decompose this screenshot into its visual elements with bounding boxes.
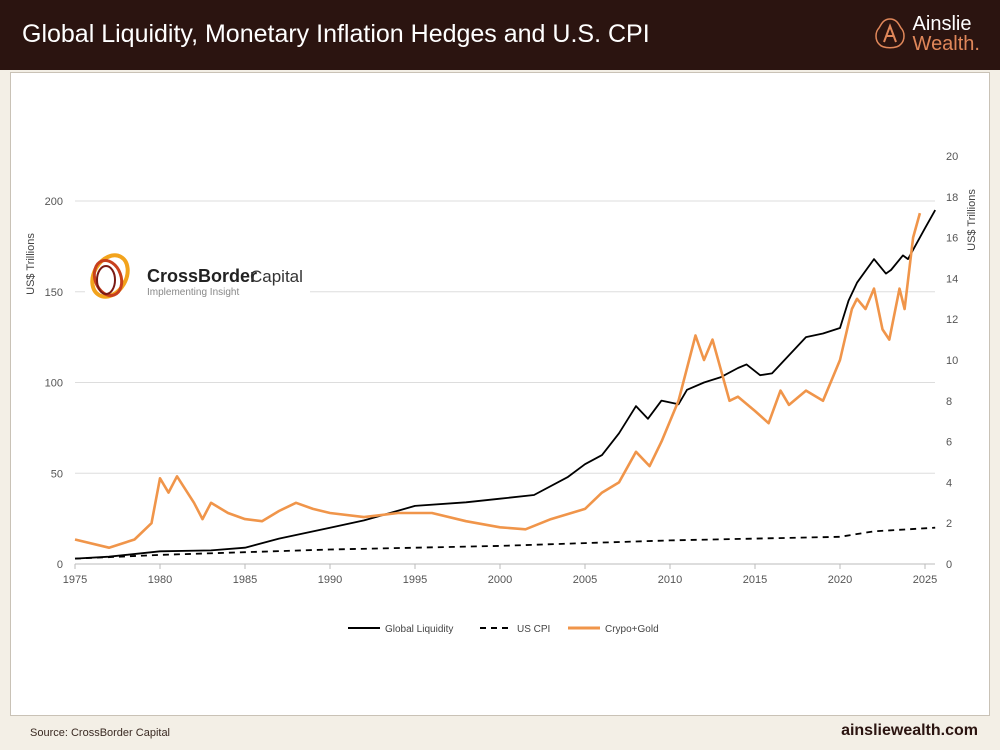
x-tick-label: 2005 [573, 574, 597, 586]
logo-tagline: Implementing Insight [147, 287, 239, 298]
x-tick-label: 1980 [148, 574, 172, 586]
y-tick-right: 20 [946, 151, 958, 163]
y-tick-right: 18 [946, 192, 958, 204]
brand-line1: Ainslie [912, 13, 972, 35]
x-tick-label: 1995 [403, 574, 427, 586]
x-tick-label: 2020 [828, 574, 852, 586]
series-line-crypo-gold [74, 212, 922, 550]
y-tick-right: 10 [946, 355, 958, 367]
y-tick-right: 4 [946, 477, 952, 489]
y-tick-right: 12 [946, 314, 958, 326]
x-tick-label: 1990 [318, 574, 342, 586]
y-axis-label-left: US$ Trillions [25, 233, 37, 295]
header: Global Liquidity, Monetary Inflation Hed… [0, 0, 1000, 70]
y-tick-right: 14 [946, 273, 958, 285]
x-tick-label: 1975 [63, 574, 87, 586]
page-title: Global Liquidity, Monetary Inflation Hed… [22, 20, 650, 48]
legend-label-cpi: US CPI [517, 624, 550, 635]
ainslie-wealth-logo: Ainslie Wealth. [873, 14, 980, 54]
y-axis-label-right: US$ Trillions [966, 189, 978, 251]
x-tick-label: 2010 [658, 574, 682, 586]
series-line-global-liquidity [74, 209, 936, 560]
website-link[interactable]: ainsliewealth.com [841, 722, 978, 739]
y-tick-left: 100 [45, 378, 63, 390]
ainslie-logo-icon [874, 18, 905, 49]
legend-label-crypto-gold: Crypo+Gold [605, 624, 659, 635]
y-tick-left: 200 [45, 196, 63, 208]
brand-line2: Wealth. [912, 33, 980, 55]
legend: Global Liquidity US CPI Crypo+Gold [348, 624, 659, 635]
x-tick-label: 2000 [488, 574, 512, 586]
y-tick-right: 6 [946, 437, 952, 449]
x-tick-label: 2015 [743, 574, 767, 586]
logo-name-light: Capital [250, 267, 303, 286]
source-note: Source: CrossBorder Capital [30, 727, 171, 739]
y-tick-left: 150 [45, 287, 63, 299]
y-tick-right: 16 [946, 233, 958, 245]
y-tick-left: 50 [51, 468, 63, 480]
y-tick-left: 0 [57, 559, 63, 571]
y-tick-right: 0 [946, 559, 952, 571]
y-tick-right: 2 [946, 518, 952, 530]
x-tick-label: 2025 [913, 574, 937, 586]
series-line-us-cpi [74, 526, 936, 560]
logo-name-bold: CrossBorder [147, 266, 257, 286]
y-tick-right: 8 [946, 396, 952, 408]
legend-label-liquidity: Global Liquidity [385, 624, 453, 635]
crossborder-logo: CrossBorder Capital Implementing Insight [85, 242, 310, 310]
x-tick-label: 1985 [233, 574, 257, 586]
